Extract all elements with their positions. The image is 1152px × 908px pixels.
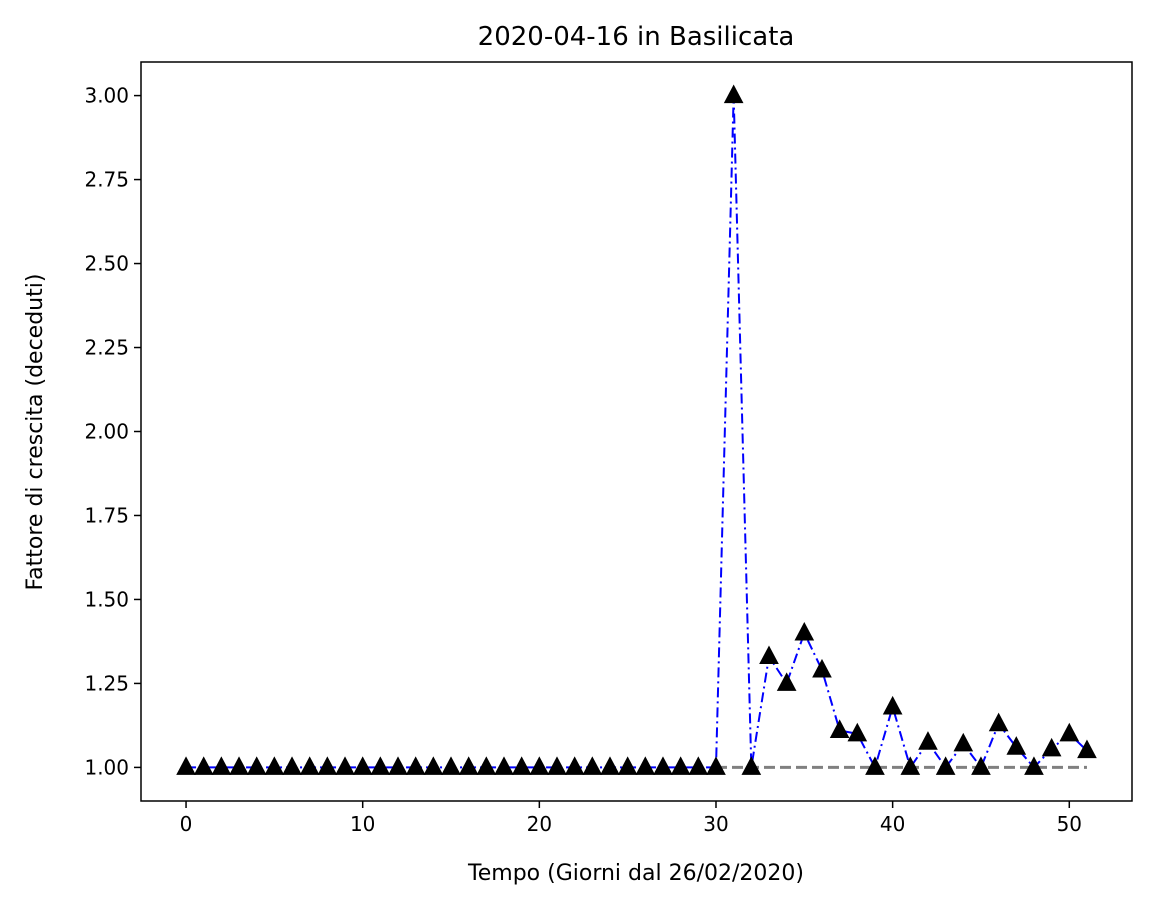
data-point-marker	[352, 756, 373, 775]
data-point-marker	[547, 756, 567, 775]
y-tick-label: 1.75	[84, 503, 129, 527]
data-point-marker	[229, 756, 249, 775]
data-point-marker	[971, 756, 991, 775]
data-point-marker	[564, 756, 585, 775]
data-point-marker	[211, 756, 232, 775]
data-point-marker	[264, 756, 285, 775]
data-point-marker	[741, 756, 762, 775]
chart-title: 2020-04-16 in Basilicata	[478, 22, 795, 52]
plot-area	[176, 84, 1097, 775]
data-point-marker	[282, 756, 302, 775]
data-point-marker	[635, 756, 656, 775]
y-tick-label: 1.50	[84, 587, 129, 611]
data-point-marker	[688, 756, 709, 775]
data-point-marker	[953, 732, 974, 752]
data-point-marker	[405, 756, 426, 775]
data-point-marker	[829, 719, 850, 738]
data-point-marker	[317, 756, 338, 775]
data-point-marker	[812, 658, 832, 678]
data-point-marker	[299, 756, 320, 775]
data-point-marker	[617, 756, 638, 775]
data-point-marker	[900, 756, 921, 775]
data-point-marker	[458, 756, 479, 775]
data-point-marker	[918, 731, 938, 750]
data-point-marker	[723, 84, 744, 104]
data-point-marker	[776, 672, 797, 691]
data-point-marker	[193, 756, 214, 775]
data-point-marker	[423, 756, 444, 775]
y-tick-label: 3.00	[84, 84, 129, 108]
x-tick-label: 10	[350, 812, 375, 836]
data-point-marker	[882, 695, 903, 715]
y-tick-label: 2.75	[84, 168, 129, 192]
axis-ticks: 0 10 20 30 40 50 1.00 1.25 1.50 1.75 2.00 2.25 2.50 2…	[84, 84, 1082, 836]
axes-frame	[140, 61, 1133, 802]
x-tick-label: 50	[1057, 812, 1082, 836]
data-point-marker	[494, 756, 514, 775]
data-point-marker	[847, 722, 868, 742]
x-tick-label: 20	[527, 812, 552, 836]
y-tick-label: 1.00	[84, 755, 129, 779]
data-point-marker	[370, 756, 391, 775]
data-point-marker	[759, 645, 779, 665]
data-point-marker	[441, 756, 461, 775]
data-point-marker	[388, 756, 408, 775]
data-point-marker	[1077, 739, 1097, 759]
data-point-marker	[1059, 722, 1080, 742]
y-tick-label: 2.25	[84, 336, 129, 360]
data-point-marker	[865, 756, 885, 775]
data-point-marker	[529, 756, 550, 775]
x-tick-label: 30	[703, 812, 728, 836]
x-axis-label: Tempo (Giorni dal 26/02/2020)	[467, 861, 804, 886]
data-point-marker	[794, 621, 815, 641]
data-point-marker	[335, 756, 355, 775]
data-point-marker	[600, 756, 620, 775]
series-line	[186, 95, 1088, 771]
data-point-marker	[476, 756, 497, 775]
data-point-marker	[582, 756, 603, 775]
data-point-marker	[988, 712, 1009, 732]
y-tick-label: 1.25	[84, 671, 129, 695]
data-point-marker	[246, 756, 267, 775]
data-point-marker	[1024, 756, 1044, 775]
data-point-marker	[653, 756, 673, 775]
y-axis-label: Fattore di crescita (deceduti)	[23, 274, 48, 591]
data-point-marker	[935, 756, 956, 775]
x-tick-label: 0	[180, 812, 193, 836]
y-tick-label: 2.00	[84, 420, 129, 444]
data-point-marker	[176, 756, 196, 775]
data-point-marker	[511, 756, 532, 775]
x-tick-label: 40	[880, 812, 905, 836]
y-tick-label: 2.50	[84, 252, 129, 276]
data-point-marker	[706, 756, 726, 775]
data-point-marker	[1041, 737, 1062, 757]
data-point-marker	[670, 756, 691, 775]
data-point-marker	[1006, 736, 1027, 755]
